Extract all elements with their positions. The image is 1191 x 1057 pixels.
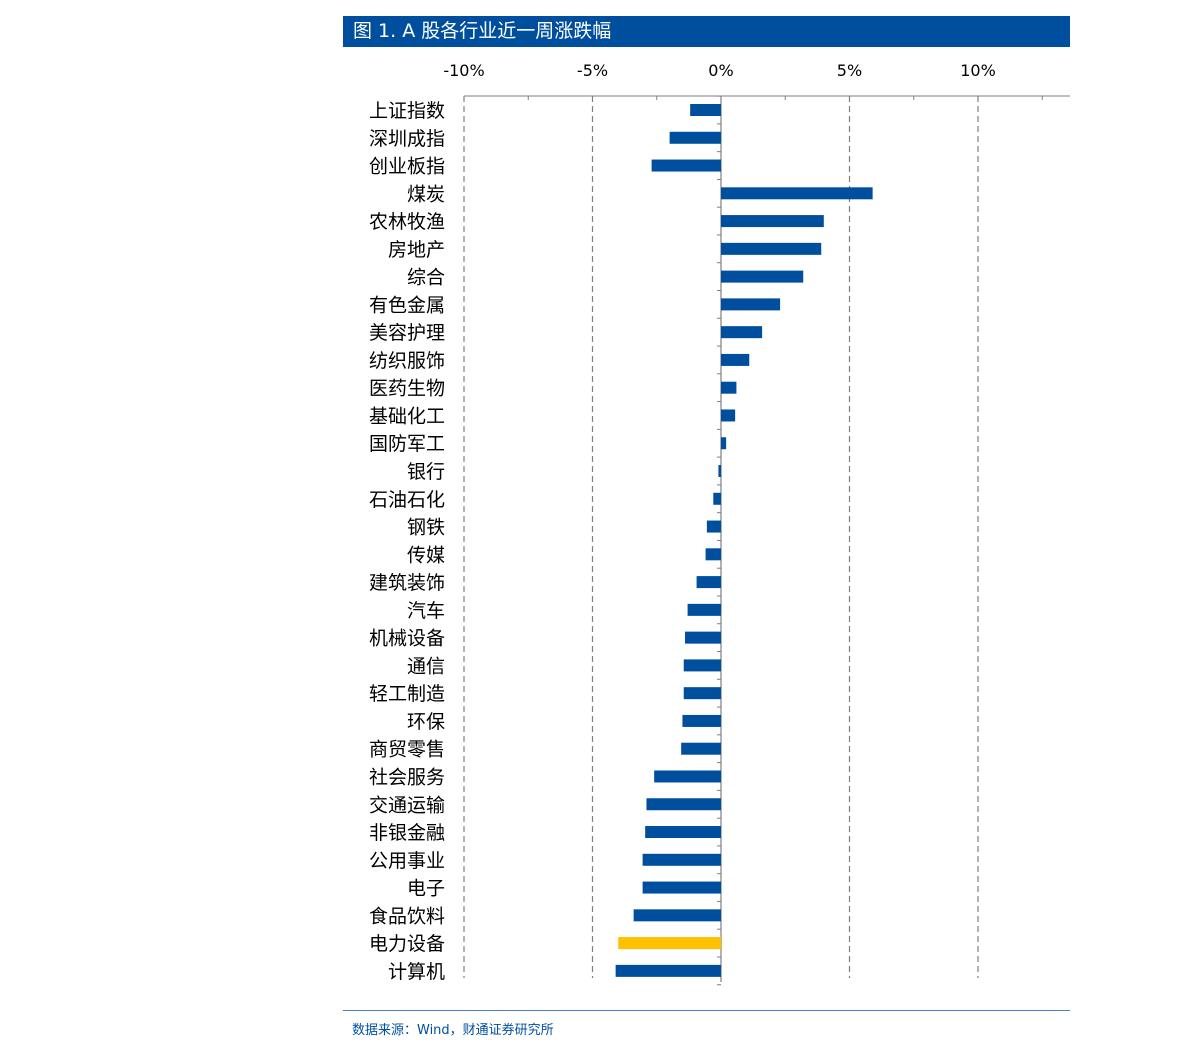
category-label: 交通运输 [369, 794, 445, 816]
category-label: 煤炭 [407, 183, 445, 205]
x-tick-label: 10% [960, 61, 996, 80]
category-label: 汽车 [407, 600, 445, 622]
category-label: 机械设备 [369, 628, 445, 650]
bar [651, 159, 721, 172]
category-label: 上证指数 [369, 100, 445, 122]
bar [633, 909, 721, 922]
x-tick-label: -10% [443, 61, 484, 80]
category-label: 食品饮料 [369, 905, 445, 927]
source-note: 数据来源：Wind，财通证券研究所 [352, 1023, 554, 1038]
category-label: 公用事业 [369, 850, 445, 872]
category-label: 计算机 [388, 961, 445, 983]
bar [646, 798, 721, 811]
chart-title: 图 1. A 股各行业近一周涨跌幅 [353, 20, 612, 42]
x-tick-label: 0% [708, 61, 733, 80]
category-label: 电子 [407, 878, 445, 900]
category-label: 建筑装饰 [369, 572, 445, 594]
category-label: 电力设备 [369, 933, 445, 955]
category-label: 农林牧渔 [369, 211, 445, 233]
chart-title-bar: 图 1. A 股各行业近一周涨跌幅 [343, 16, 1070, 47]
x-tick-label: 5% [837, 61, 862, 80]
category-label: 有色金属 [369, 294, 445, 316]
bar [721, 242, 822, 255]
source-divider [343, 1010, 1070, 1011]
category-label: 轻工制造 [369, 683, 445, 705]
category-label: 创业板指 [369, 156, 445, 178]
category-label: 社会服务 [369, 766, 445, 788]
category-label: 基础化工 [369, 405, 445, 427]
bar [683, 659, 721, 672]
bar [721, 381, 737, 394]
bar [687, 603, 721, 616]
bar [683, 687, 721, 700]
bar [713, 492, 721, 505]
bar [721, 409, 736, 422]
bar [685, 631, 721, 644]
bar [721, 215, 824, 228]
bar [615, 964, 721, 977]
category-label: 房地产 [388, 239, 445, 261]
bar [642, 881, 721, 894]
bar [642, 853, 721, 866]
bar [721, 270, 804, 283]
category-label: 商贸零售 [369, 739, 445, 761]
bar [654, 770, 721, 783]
category-label: 钢铁 [407, 517, 445, 539]
bar [721, 353, 750, 366]
bar [721, 187, 873, 200]
category-label: 通信 [407, 655, 445, 677]
bar [618, 937, 721, 950]
bar [669, 131, 721, 144]
bar [721, 298, 781, 311]
category-label: 传媒 [407, 544, 445, 566]
category-label: 石油石化 [369, 489, 445, 511]
bar [696, 576, 721, 589]
category-label: 非银金融 [369, 822, 445, 844]
bar [690, 104, 721, 116]
category-label: 纺织服饰 [369, 350, 445, 372]
category-label: 综合 [407, 267, 445, 289]
bar [645, 826, 721, 839]
bar [721, 326, 763, 339]
x-tick-label: -5% [577, 61, 608, 80]
bar [681, 742, 721, 755]
bar [682, 714, 721, 727]
bar [705, 548, 721, 561]
category-label: 银行 [407, 461, 445, 483]
category-label: 深圳成指 [369, 128, 445, 150]
bar [706, 520, 721, 533]
bar [718, 465, 721, 478]
bar [721, 437, 727, 450]
category-label: 环保 [407, 711, 445, 733]
category-label: 医药生物 [369, 378, 445, 400]
category-label: 美容护理 [369, 322, 445, 344]
category-label: 国防军工 [369, 433, 445, 455]
